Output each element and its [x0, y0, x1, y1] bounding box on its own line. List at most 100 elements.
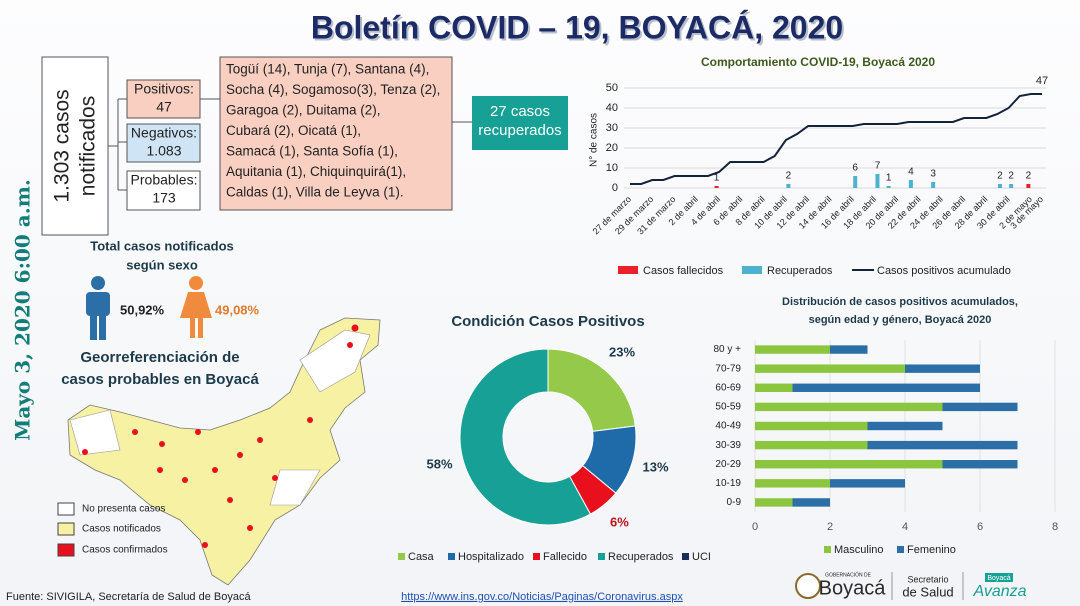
- value-label: 7: [875, 161, 881, 172]
- value-label: 47: [1036, 75, 1048, 87]
- legend-label: Casos positivos acumulado: [877, 265, 1011, 277]
- value-label: 1: [714, 173, 720, 184]
- legend-label: Casos fallecidos: [643, 265, 724, 277]
- line: [630, 93, 1042, 185]
- map-legend: No presenta casos: [82, 504, 165, 515]
- legend-label: UCI: [692, 551, 711, 563]
- municipality-line: Aquitania (1), Chiquinquirá(1),: [226, 164, 406, 179]
- bar: [905, 364, 980, 373]
- bar: [755, 498, 793, 507]
- recovered-line: recuperados: [478, 122, 561, 139]
- title: Boletín COVID – 19, BOYACÁ, 2020: [311, 9, 843, 45]
- logo-text: GOBERNACIÓN DE: [825, 571, 872, 578]
- positives-box: [126, 79, 201, 119]
- source: Fuente: SIVIGILA, Secretaría de Salud de…: [6, 591, 251, 603]
- title-shadow: Boletín COVID – 19, BOYACÁ, 2020: [313, 11, 845, 47]
- value-label: 1: [886, 173, 892, 184]
- bar: [997, 184, 1002, 188]
- value-label: 2: [997, 171, 1003, 182]
- bar: [867, 440, 1018, 450]
- legend-swatch: [398, 553, 405, 560]
- legend-label: Masculino: [834, 544, 884, 556]
- bar: [875, 174, 880, 188]
- map-region: [69, 329, 371, 506]
- legend-swatch: [598, 553, 605, 560]
- bar: [755, 345, 830, 354]
- negatives-label: Negativos:: [131, 125, 197, 141]
- male-percent: 50,92%: [120, 302, 165, 317]
- legend-label: Recuperados: [767, 265, 833, 277]
- y-tick-label: 0-9: [727, 497, 742, 508]
- total-line: 1.303 casos: [51, 89, 74, 202]
- value-label: 2: [1026, 171, 1032, 182]
- bar: [755, 402, 943, 412]
- y-tick-label: 20-29: [715, 459, 741, 470]
- legend-swatch: [57, 543, 75, 557]
- legend-swatch: [897, 546, 904, 553]
- legend-label: Femenino: [907, 544, 956, 556]
- municipality-line: Caldas (1), Villa de Leyva (1).: [226, 185, 404, 200]
- bar: [942, 460, 1018, 469]
- positives-label: Positivos:: [134, 81, 194, 97]
- value-label: 2: [1008, 171, 1014, 182]
- sex-title: según sexo: [126, 257, 198, 272]
- map-dots: [82, 324, 359, 548]
- bar: [714, 186, 719, 188]
- bar: [853, 176, 858, 188]
- municipality-line: Garagoa (2), Duitama (2),: [226, 103, 381, 118]
- y-tick-label: 50: [606, 82, 618, 94]
- chart-title: Distribución de casos positivos acumulad…: [782, 296, 1018, 308]
- x-tick-label: 0: [752, 521, 758, 533]
- y-tick-label: 10-19: [715, 478, 741, 489]
- bar: [830, 479, 905, 488]
- legend-swatch: [618, 266, 638, 274]
- municipality-line: Socha (4), Sogamoso(3), Tenza (2),: [226, 82, 440, 97]
- legend-swatch: [57, 502, 75, 516]
- map-legend: Casos notificados: [82, 524, 161, 535]
- chart-title: Comportamiento COVID-19, Boyacá 2020: [701, 55, 935, 69]
- bar: [1009, 184, 1014, 188]
- chart-title: según edad y género, Boyacá 2020: [809, 314, 992, 326]
- map-title: casos probables en Boyacá: [61, 371, 259, 388]
- logo-text: Avanza: [972, 583, 1026, 600]
- sex-title: Total casos notificados: [90, 238, 234, 253]
- bar: [867, 421, 943, 431]
- url[interactable]: https://www.ins.gov.co/Noticias/Paginas/…: [401, 591, 683, 603]
- total-line: notificados: [77, 96, 100, 196]
- bar: [886, 186, 891, 188]
- y-tick-label: 70-79: [715, 363, 741, 374]
- bar: [755, 440, 868, 450]
- y-tick-label: 60-69: [715, 382, 741, 393]
- municipality-line: Togüí (14), Tunja (7), Santana (4),: [226, 62, 429, 77]
- value-label: 13%: [643, 460, 669, 475]
- bar: [786, 184, 791, 188]
- logo-text: de Salud: [902, 584, 953, 599]
- x-tick-label: 8: [1052, 521, 1058, 533]
- chart-title: Condición Casos Positivos: [451, 313, 644, 330]
- value-label: 23%: [609, 344, 635, 359]
- probables-value: 173: [152, 190, 176, 206]
- y-axis-label: N° de casos: [589, 113, 600, 167]
- legend-swatch: [742, 266, 762, 274]
- value-label: 6%: [610, 515, 629, 530]
- bar: [755, 364, 905, 373]
- logo-text: Secretario: [907, 574, 948, 584]
- bar: [1026, 184, 1031, 188]
- y-tick-label: 80 y +: [713, 344, 741, 355]
- bar: [792, 498, 830, 507]
- y-tick-label: 50-59: [715, 402, 741, 413]
- legend-swatch: [533, 553, 540, 560]
- value-label: 6: [852, 163, 858, 174]
- value-label: 3: [930, 169, 936, 180]
- y-tick-label: 20: [606, 142, 618, 154]
- female-percent: 49,08%: [215, 302, 260, 317]
- total-box: [41, 56, 109, 236]
- donut-segment: [459, 348, 592, 526]
- logo-text: Boyacá: [819, 577, 887, 599]
- map-legend: Casos confirmados: [82, 545, 168, 556]
- legend-label: Fallecido: [543, 551, 587, 563]
- legend-swatch: [57, 522, 75, 536]
- bar: [755, 460, 943, 469]
- bar: [755, 383, 793, 392]
- bar: [830, 345, 868, 354]
